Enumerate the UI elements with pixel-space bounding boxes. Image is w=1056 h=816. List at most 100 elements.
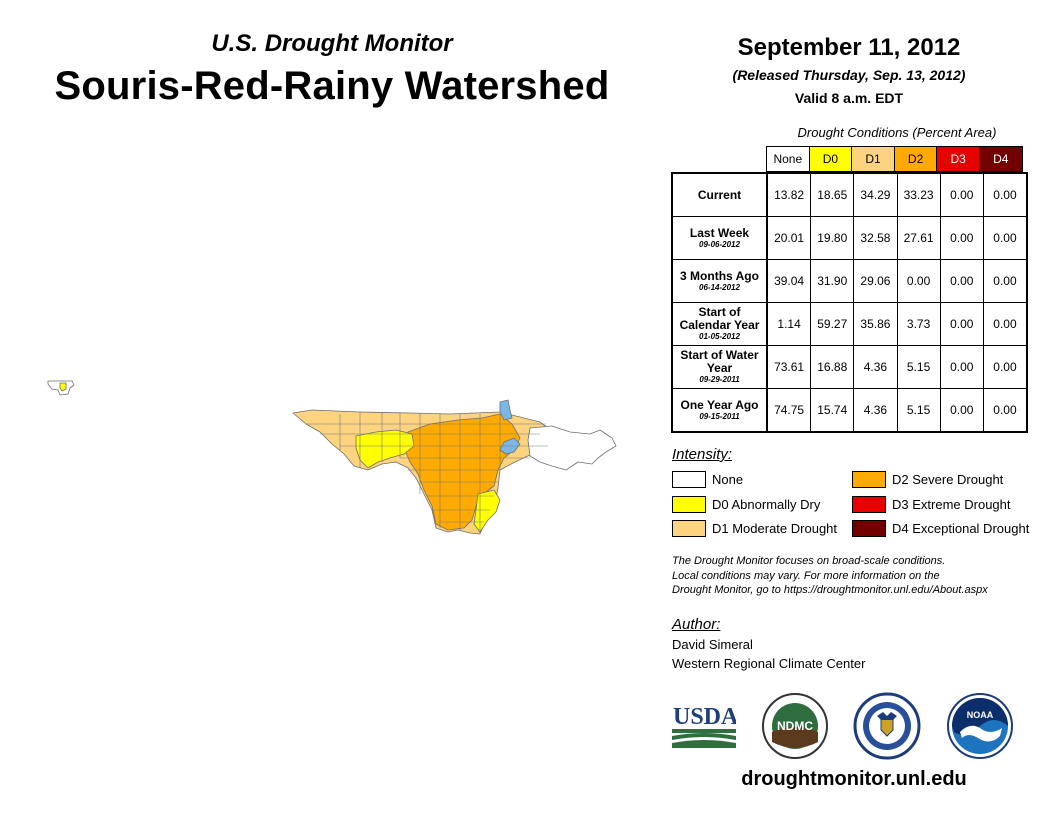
- table-cell: 13.82: [774, 188, 805, 202]
- table-row: Start of Water Year 09-29-2011 73.61 16.88 4…: [673, 345, 1026, 388]
- table-caption: Drought Conditions (Percent Area): [797, 125, 997, 140]
- legend-label: None: [712, 472, 744, 487]
- table-cell: 5.15: [896, 389, 940, 431]
- table-cell: 16.88: [810, 346, 853, 388]
- valid-time: Valid 8 a.m. EDT: [794, 90, 904, 106]
- row-label-text: 3 Months Ago: [680, 268, 759, 283]
- row-date: 09-29-2011: [699, 375, 740, 384]
- legend-swatch: [672, 496, 706, 513]
- table-cell: 3.73: [896, 303, 940, 345]
- author-name: David Simeral: [672, 637, 753, 652]
- row-label: 3 Months Ago 06-14-2012: [673, 260, 768, 302]
- table-cell: 15.74: [810, 389, 853, 431]
- table-cell: 59.27: [810, 303, 853, 345]
- table-cell: 0.00: [982, 217, 1026, 259]
- ndmc-logo: NDMC: [762, 693, 828, 759]
- legend-item-none: None: [672, 471, 743, 488]
- table-cell: 0.00: [982, 260, 1026, 302]
- table-cell: 4.36: [853, 346, 896, 388]
- map-subtitle: U.S. Drought Monitor: [211, 30, 453, 57]
- legend-swatch: [672, 520, 706, 537]
- usda-logo-text: USDA: [673, 704, 736, 730]
- legend-title: Intensity:: [672, 446, 733, 463]
- table-row: Last Week 09-06-2012 20.01 19.80 32.58 27.61 0…: [673, 216, 1026, 259]
- column-header-d3: D3: [936, 146, 980, 172]
- legend-item-d4: D4 Exceptional Drought: [852, 520, 1029, 537]
- watershed-d2-area: [403, 413, 521, 531]
- row-date: 06-14-2012: [699, 282, 740, 292]
- table-row: 3 Months Ago 06-14-2012 39.04 31.90 29.06 0.0…: [673, 259, 1026, 302]
- table-cell: 33.23: [896, 174, 940, 216]
- column-header-d2: D2: [893, 146, 938, 172]
- legend-label: D4 Exceptional Drought: [892, 521, 1030, 536]
- release-date: (Released Thursday, Sep. 13, 2012): [732, 67, 966, 83]
- table-row: Current 13.82 18.65 34.29 33.23 0.00 0.00: [673, 174, 1026, 216]
- table-cell: 73.61: [774, 360, 805, 374]
- noaa-logo: NOAA: [947, 693, 1013, 759]
- table-row: Start of Calendar Year 01-05-2012 1.14 59.2…: [673, 302, 1026, 345]
- row-date: 01-05-2012: [699, 332, 740, 341]
- table-cell: 5.15: [896, 346, 940, 388]
- table-cell: 74.75: [774, 403, 805, 417]
- legend-item-d2: D2 Severe Drought: [852, 471, 1003, 488]
- watershed-none-area: [527, 425, 617, 471]
- row-label: Start of Water Year 09-29-2011: [673, 346, 768, 388]
- legend-item-d3: D3 Extreme Drought: [852, 496, 1011, 513]
- note-line: The Drought Monitor focuses on broad-sca…: [672, 555, 946, 567]
- legend-swatch: [852, 520, 886, 537]
- author-org: Western Regional Climate Center: [672, 656, 866, 671]
- table-cell: 0.00: [939, 389, 983, 431]
- table-cell: 0.00: [982, 174, 1026, 216]
- row-label: Last Week 09-06-2012: [673, 217, 768, 259]
- table-cell: 0.00: [982, 303, 1026, 345]
- row-date: 09-15-2011: [699, 411, 740, 421]
- table-cell: 4.36: [853, 389, 896, 431]
- table-cell: 0.00: [939, 303, 983, 345]
- table-cell: 0.00: [939, 217, 983, 259]
- commerce-seal: [853, 692, 921, 760]
- watershed-d0-southeast: [473, 489, 501, 533]
- table-cell: 0.00: [982, 346, 1026, 388]
- table-cell: 27.61: [896, 217, 940, 259]
- row-label-text: Current: [697, 187, 742, 202]
- column-header-d1: D1: [851, 146, 895, 172]
- table-cell: 31.90: [810, 260, 853, 302]
- column-header-none: None: [766, 146, 810, 172]
- row-label-text: Start of Water Year: [680, 348, 759, 375]
- legend-item-d1: D1 Moderate Drought: [672, 520, 837, 537]
- note-line: Local conditions may vary. For more info…: [672, 569, 940, 582]
- legend-label: D1 Moderate Drought: [712, 521, 838, 536]
- table-cell: 0.00: [896, 260, 940, 302]
- inset-d0-area: [59, 382, 67, 392]
- table-header-row: None D0 D1 D2 D3 D4: [766, 146, 1023, 172]
- author-title: Author:: [672, 616, 721, 633]
- table-cell: 32.58: [853, 217, 896, 259]
- legend-swatch: [852, 471, 886, 488]
- table-cell: 0.00: [939, 346, 983, 388]
- map-title: Souris-Red-Rainy Watershed: [54, 64, 610, 108]
- row-label: Start of Calendar Year 01-05-2012: [673, 303, 768, 345]
- table-cell: 34.29: [853, 174, 896, 216]
- drought-monitor-note: The Drought Monitor focuses on broad-sca…: [672, 554, 1042, 598]
- table-cell: 0.00: [939, 174, 983, 216]
- table-cell: 39.04: [774, 274, 805, 288]
- column-header-d4: D4: [978, 146, 1023, 172]
- table-cell: 20.01: [774, 231, 805, 245]
- row-label-text: One Year Ago: [680, 397, 759, 412]
- column-header-d0: D0: [808, 146, 853, 172]
- table-row: One Year Ago 09-15-2011 74.75 15.74 4.36 5.15…: [673, 388, 1026, 431]
- legend-label: D3 Extreme Drought: [892, 497, 1011, 512]
- table-cell: 1.14: [777, 317, 801, 331]
- usda-logo: USDA: [672, 704, 736, 748]
- row-date: 09-06-2012: [699, 239, 740, 249]
- row-label: Current: [673, 174, 768, 216]
- row-label-text: Start of Calendar Year: [679, 305, 760, 332]
- ndmc-logo-text: NDMC: [777, 719, 813, 733]
- noaa-logo-text: NOAA: [967, 710, 994, 720]
- legend-swatch: [852, 496, 886, 513]
- table-cell: 18.65: [810, 174, 853, 216]
- lake-north: [499, 399, 513, 421]
- table-cell: 0.00: [982, 389, 1026, 431]
- website-url[interactable]: droughtmonitor.unl.edu: [741, 768, 967, 790]
- map-date: September 11, 2012: [737, 34, 961, 61]
